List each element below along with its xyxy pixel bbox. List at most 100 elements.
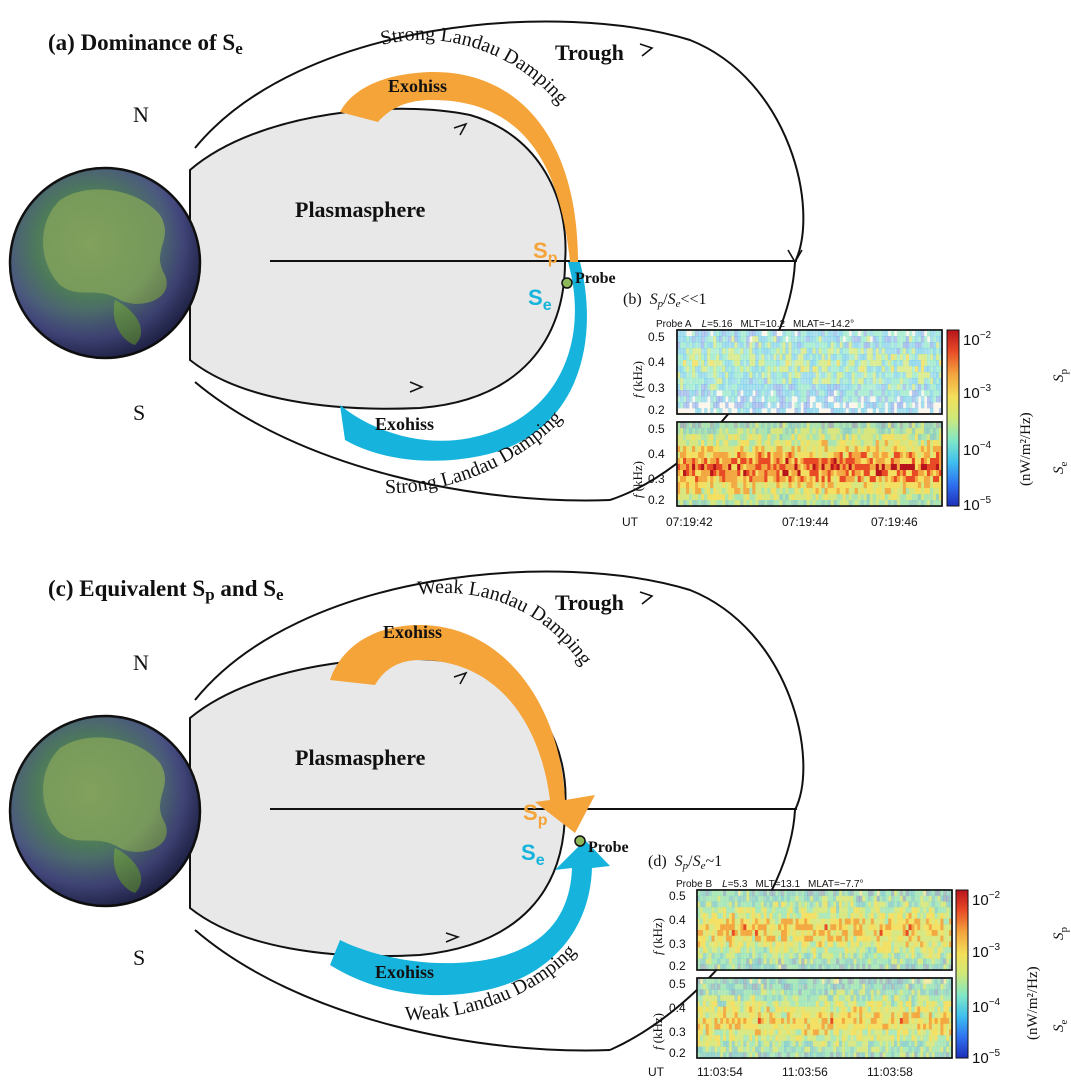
spectrogram-cell xyxy=(770,396,774,403)
spectrogram-cell xyxy=(782,366,786,373)
spectrogram-cell xyxy=(931,918,936,925)
spectrogram-cell xyxy=(800,366,804,373)
spectrogram-cell xyxy=(929,336,934,343)
spectrogram-cell xyxy=(782,428,786,435)
spectrogram-cell xyxy=(853,978,857,985)
spectrogram-cell xyxy=(697,918,701,925)
spectrogram-cell xyxy=(869,390,874,397)
spectrogram-cell xyxy=(931,924,936,931)
spectrogram-cell xyxy=(865,1000,869,1007)
spectrogram-cell xyxy=(812,935,817,942)
spectrogram-cell xyxy=(797,354,801,361)
spectrogram-cell xyxy=(931,1023,936,1030)
spectrogram-cell xyxy=(794,482,798,489)
spectrogram-cell xyxy=(812,1012,817,1019)
spectrogram-cell xyxy=(827,336,831,343)
spectrogram-cell xyxy=(789,907,794,914)
spectrogram-cell xyxy=(905,930,909,937)
spectrogram-cell xyxy=(779,476,783,483)
spectrogram-cell xyxy=(824,482,828,489)
spectrogram-cell xyxy=(870,1029,875,1036)
spectrogram-cell xyxy=(767,384,771,391)
spectrogram-cell xyxy=(752,452,756,459)
spectrogram-cell xyxy=(701,434,705,441)
spectrogram-cell xyxy=(752,890,756,897)
spectrogram-cell xyxy=(865,964,869,971)
spectrogram-cell xyxy=(806,378,810,385)
spectrogram-cell xyxy=(746,947,750,954)
spectrogram-cell xyxy=(905,342,910,349)
spectrogram-cell xyxy=(935,452,940,459)
spectrogram-cell xyxy=(949,912,953,919)
spectrogram-cell xyxy=(869,422,874,429)
spectrogram-cell xyxy=(911,964,915,971)
spectrogram-cell xyxy=(723,890,727,897)
spectrogram-cell xyxy=(943,964,947,971)
spectrogram-cell xyxy=(812,494,816,501)
spectrogram-cell xyxy=(707,446,711,453)
spectrogram-cell xyxy=(740,500,744,507)
spectrogram-cell xyxy=(839,402,844,409)
spectrogram-cell xyxy=(934,1012,938,1019)
spectrogram-cell xyxy=(879,978,883,985)
spectrogram-cell xyxy=(911,1052,915,1059)
spectrogram-cell xyxy=(797,342,801,349)
spectrogram-cell xyxy=(752,402,756,409)
spectrogram-cell xyxy=(887,440,892,447)
se-label: Se xyxy=(528,285,552,314)
spectrogram-cell xyxy=(797,366,801,373)
spectrogram-cell xyxy=(860,336,865,343)
spectrogram-cell xyxy=(838,930,843,937)
spectrogram-cell xyxy=(836,360,841,367)
spectrogram-cell xyxy=(763,890,767,897)
spectrogram-cell xyxy=(857,354,862,361)
spectrogram-cell xyxy=(878,336,883,343)
spectrogram-cell xyxy=(841,952,846,959)
spectrogram-cell xyxy=(850,890,854,897)
spectrogram-cell xyxy=(723,958,727,965)
spectrogram-cell xyxy=(757,930,762,937)
spectrogram-cell xyxy=(743,935,747,942)
spectrogram-cell xyxy=(812,1040,817,1047)
spectrogram-cell xyxy=(844,907,849,914)
spectrogram-cell xyxy=(893,452,898,459)
spectrogram-cell xyxy=(686,378,690,385)
spectrogram-cell xyxy=(737,930,741,937)
spectrogram-cell xyxy=(797,378,801,385)
spectrogram-cell xyxy=(795,964,799,971)
spectrogram-cell xyxy=(782,446,786,453)
spectrogram-cell xyxy=(925,1035,930,1042)
spectrogram-cell xyxy=(763,924,767,931)
spectrogram-cell xyxy=(764,390,768,397)
spectrogram-cell xyxy=(723,930,727,937)
spectrogram-cell xyxy=(859,918,863,925)
spectrogram-cell xyxy=(818,500,822,507)
spectrogram-cell xyxy=(824,372,828,379)
spectrogram-cell xyxy=(870,1012,875,1019)
spectrogram-cell xyxy=(896,336,901,343)
spectrogram-cell xyxy=(938,348,943,355)
spectrogram-cell xyxy=(746,330,750,337)
spectrogram-cell xyxy=(728,935,733,942)
spectrogram-cell xyxy=(707,440,711,447)
spectrogram-cell xyxy=(866,396,871,403)
spectrogram-cell xyxy=(920,983,924,990)
cbar-tick: 10−2 xyxy=(963,330,992,349)
spectrogram-cell xyxy=(920,1035,924,1042)
spectrogram-cell xyxy=(827,901,831,908)
spectrogram-cell xyxy=(803,488,807,495)
spectrogram-cell xyxy=(776,488,780,495)
spectrogram-cell xyxy=(815,476,819,483)
spectrogram-cell xyxy=(804,907,808,914)
spectrogram-cell xyxy=(862,1040,866,1047)
spectrogram-cell xyxy=(824,964,828,971)
spectrogram-cell xyxy=(872,458,877,465)
spectrogram-cell xyxy=(717,952,721,959)
spectrogram-cell xyxy=(809,378,813,385)
spectrogram-cell xyxy=(699,935,704,942)
spectrogram-cell xyxy=(928,890,933,897)
spectrogram-cell xyxy=(798,947,802,954)
spectrogram-cell xyxy=(862,924,866,931)
spectrogram-cell xyxy=(905,488,910,495)
spectrogram-cell xyxy=(734,384,738,391)
